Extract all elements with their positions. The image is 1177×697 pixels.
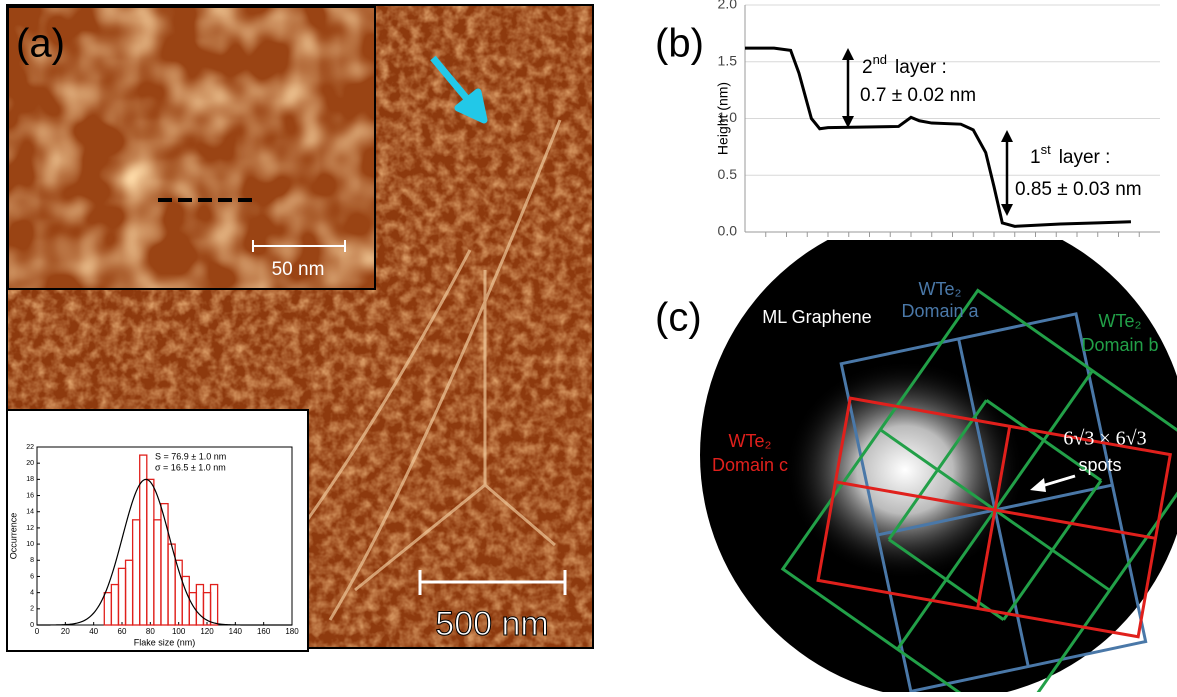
y-tick-label: 2.0 bbox=[718, 0, 738, 12]
y-tick-label: 8 bbox=[30, 557, 34, 564]
y-tick-label: 0.5 bbox=[718, 166, 738, 182]
domain-label: Domain b bbox=[1081, 335, 1158, 355]
x-tick-label: 140 bbox=[229, 627, 243, 636]
x-axis-label: Flake size (nm) bbox=[134, 637, 196, 647]
x-tick-label: 0 bbox=[35, 627, 40, 636]
y-tick-label: 14 bbox=[26, 509, 34, 516]
y-tick-label: 1.0 bbox=[718, 109, 738, 125]
x-tick-label: 20 bbox=[61, 627, 70, 636]
annotation-text: layer : bbox=[895, 57, 947, 78]
domain-label: Domain c bbox=[712, 455, 788, 475]
annotation-text: layer : bbox=[1059, 147, 1111, 168]
histogram-inset: 0 2 4 6 8 10 12 14 16 18 20 22 0 20 40 60 80 100 120 140 160… bbox=[6, 409, 309, 652]
y-tick-label: 18 bbox=[26, 476, 34, 483]
inset-scale: 50 nm bbox=[272, 259, 325, 280]
panel-label: (c) bbox=[655, 296, 702, 340]
annotation: 1st layer : bbox=[1030, 142, 1110, 168]
y-tick-label: 4 bbox=[30, 589, 34, 596]
ordinal: 2 bbox=[862, 57, 873, 78]
y-tick-label: 2 bbox=[30, 606, 34, 613]
x-tick-label: 120 bbox=[200, 627, 214, 636]
y-tick-label: 0 bbox=[30, 622, 34, 629]
ordinal-suffix: st bbox=[1041, 142, 1052, 157]
annotation-value: 0.7 ± 0.02 nm bbox=[860, 85, 976, 106]
x-tick-label: 180 bbox=[285, 627, 299, 636]
y-tick-label: 22 bbox=[26, 444, 34, 451]
fit-label: σ = 16.5 ± 1.0 nm bbox=[155, 462, 226, 472]
scale-label: 500 nm bbox=[435, 605, 548, 643]
x-tick-label: 80 bbox=[146, 627, 155, 636]
annotation: 2nd layer : bbox=[862, 52, 947, 78]
spots-label: spots bbox=[1078, 455, 1121, 475]
y-tick-label: 10 bbox=[26, 541, 34, 548]
domain-label: Domain a bbox=[901, 301, 979, 321]
y-tick-label: 1.5 bbox=[718, 52, 738, 68]
domain-name: WTe₂ bbox=[919, 279, 962, 299]
annotation-value: 0.85 ± 0.03 nm bbox=[1015, 179, 1142, 200]
y-axis-label: Occurrence bbox=[8, 513, 18, 560]
panel-label: (b) bbox=[655, 22, 704, 66]
ordinal: 1 bbox=[1030, 147, 1041, 168]
fit-label: S = 76.9 ± 1.0 nm bbox=[155, 451, 226, 461]
leed-pattern: (c) ML Graphene WTe₂ Domain a WTe₂ Domai… bbox=[655, 240, 1177, 697]
x-tick-label: 60 bbox=[118, 627, 127, 636]
y-tick-label: 12 bbox=[26, 525, 34, 532]
fit-curve bbox=[36, 478, 292, 626]
ordinal-suffix: nd bbox=[873, 52, 887, 67]
y-tick-label: 20 bbox=[26, 460, 34, 467]
panel-label: (a) bbox=[16, 22, 65, 66]
y-tick-label: 16 bbox=[26, 492, 34, 499]
domain-name: WTe₂ bbox=[1099, 311, 1142, 331]
bar bbox=[209, 583, 219, 626]
spots-formula: 6√3 × 6√3 bbox=[1063, 428, 1146, 450]
y-axis-label: Height (nm) bbox=[715, 82, 731, 155]
x-tick-label: 40 bbox=[89, 627, 98, 636]
y-tick-label: 0.0 bbox=[718, 223, 738, 239]
x-tick-label: 100 bbox=[172, 627, 186, 636]
profile-chart: (b) 0.0 0.5 1.0 1.5 2.0 Height (nm) 2nd layer :… bbox=[655, 0, 1160, 239]
x-tick-label: 160 bbox=[257, 627, 271, 636]
y-tick-label: 6 bbox=[30, 573, 34, 580]
leed-label: ML Graphene bbox=[762, 307, 871, 327]
profile-line bbox=[745, 46, 1132, 228]
domain-name: WTe₂ bbox=[729, 431, 772, 451]
